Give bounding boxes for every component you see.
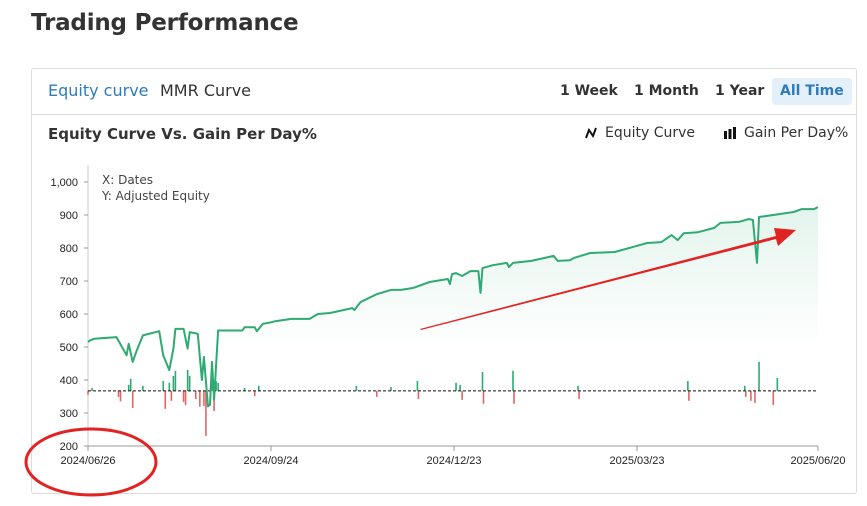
gain-bar-positive bbox=[577, 385, 579, 391]
gain-bar-negative bbox=[205, 390, 207, 436]
legend-gain-per-day[interactable]: Gain Per Day% bbox=[724, 125, 848, 141]
gain-bar-positive bbox=[758, 361, 760, 391]
legend-gain-label: Gain Per Day% bbox=[744, 125, 849, 141]
range-1-year-button[interactable]: 1 Year bbox=[715, 83, 765, 99]
tab-equity-curve[interactable]: Equity curve bbox=[48, 81, 149, 100]
bar-chart-icon bbox=[724, 127, 736, 139]
x-tick-label: 2024/06/26 bbox=[60, 455, 115, 467]
gain-bar-positive bbox=[91, 387, 93, 391]
equity-area bbox=[88, 207, 818, 446]
gain-bar-negative bbox=[131, 390, 134, 408]
y-axis-note: Y: Adjusted Equity bbox=[101, 189, 210, 203]
y-tick-label: 800 bbox=[60, 243, 78, 255]
gain-bar-negative bbox=[417, 390, 420, 399]
gain-bar-positive bbox=[162, 380, 165, 391]
gain-bar-positive bbox=[743, 385, 746, 391]
gain-bar-negative bbox=[184, 390, 187, 405]
gain-bar-positive bbox=[127, 384, 130, 391]
annotation-arrow bbox=[420, 228, 796, 330]
legend-equity-label: Equity Curve bbox=[605, 125, 696, 141]
gain-bar-negative bbox=[182, 390, 185, 402]
gain-bar-positive bbox=[459, 384, 461, 391]
gain-bar-negative bbox=[578, 390, 580, 399]
equity-curve-line bbox=[87, 206, 819, 408]
trading-performance-card: Equity curve MMR Curve 1 Week 1 Month 1 … bbox=[31, 68, 857, 494]
y-tick-label: 400 bbox=[60, 375, 78, 387]
tab-bar: Equity curve MMR Curve 1 Week 1 Month 1 … bbox=[32, 69, 856, 115]
gain-bar-negative bbox=[772, 390, 775, 405]
y-tick-label: 300 bbox=[60, 408, 78, 420]
gain-bar-negative bbox=[117, 390, 120, 397]
gain-bar-positive bbox=[481, 371, 484, 391]
x-tick-label: 2025/03/23 bbox=[609, 455, 664, 467]
gain-bar-negative bbox=[119, 390, 122, 402]
gain-bar-negative bbox=[688, 390, 690, 401]
x-axis-note: X: Dates bbox=[102, 173, 153, 187]
gain-bar-positive bbox=[129, 378, 132, 391]
gain-bar-positive bbox=[355, 385, 358, 391]
gain-bar-negative bbox=[213, 390, 215, 411]
x-tick-label: 2024/09/24 bbox=[243, 455, 298, 467]
y-tick-label: 500 bbox=[60, 342, 78, 354]
gain-bar-negative bbox=[750, 390, 752, 401]
gain-bar-negative bbox=[203, 390, 205, 406]
gain-bar-negative bbox=[87, 390, 89, 395]
gain-bar-positive bbox=[186, 369, 189, 391]
gain-bar-negative bbox=[194, 390, 197, 399]
range-all-time-button[interactable]: All Time bbox=[772, 78, 852, 105]
y-tick-label: 700 bbox=[60, 276, 78, 288]
gain-bar-positive bbox=[258, 385, 260, 391]
y-tick-label: 600 bbox=[60, 309, 78, 321]
gain-bar-negative bbox=[164, 390, 167, 409]
y-tick-label: 200 bbox=[60, 441, 78, 453]
gain-bar-negative bbox=[513, 390, 515, 404]
gain-bar-negative bbox=[253, 390, 256, 396]
gain-bar-positive bbox=[390, 386, 392, 391]
gain-bar-negative bbox=[461, 390, 463, 400]
gain-bar-negative bbox=[745, 390, 747, 397]
gain-bar-positive bbox=[455, 382, 457, 391]
gain-bar-negative bbox=[170, 390, 173, 401]
gain-bar-negative bbox=[375, 390, 378, 397]
x-tick-label: 2025/06/20 bbox=[790, 455, 845, 467]
gain-bar-positive bbox=[243, 387, 246, 391]
gain-bar-positive bbox=[687, 380, 689, 391]
tab-mmr-curve[interactable]: MMR Curve bbox=[160, 81, 252, 100]
range-1-month-button[interactable]: 1 Month bbox=[634, 83, 699, 99]
chart-title: Equity Curve Vs. Gain Per Day% bbox=[48, 125, 317, 143]
gain-bar-positive bbox=[188, 375, 191, 391]
gain-bar-negative bbox=[482, 390, 485, 404]
gain-bar-positive bbox=[416, 380, 419, 391]
gain-bar-positive bbox=[776, 377, 779, 391]
range-1-week-button[interactable]: 1 Week bbox=[560, 83, 618, 99]
gain-bar-positive bbox=[512, 370, 514, 391]
y-tick-label: 900 bbox=[60, 210, 78, 222]
gain-bar-positive bbox=[168, 382, 171, 391]
gain-bar-negative bbox=[199, 390, 201, 407]
line-chart-icon bbox=[585, 127, 597, 139]
annotation-circle bbox=[24, 427, 158, 497]
gain-bar-positive bbox=[142, 385, 144, 391]
legend-equity-curve[interactable]: Equity Curve bbox=[585, 125, 695, 141]
page-title: Trading Performance bbox=[31, 10, 299, 36]
gain-bar-positive bbox=[172, 375, 175, 391]
gain-bar-positive bbox=[217, 382, 219, 391]
y-tick-label: 1,000 bbox=[50, 177, 78, 189]
gain-bar-positive bbox=[215, 380, 217, 391]
x-tick-label: 2024/12/23 bbox=[426, 455, 481, 467]
gain-bar-positive bbox=[174, 370, 177, 391]
gain-bar-negative bbox=[754, 390, 756, 403]
